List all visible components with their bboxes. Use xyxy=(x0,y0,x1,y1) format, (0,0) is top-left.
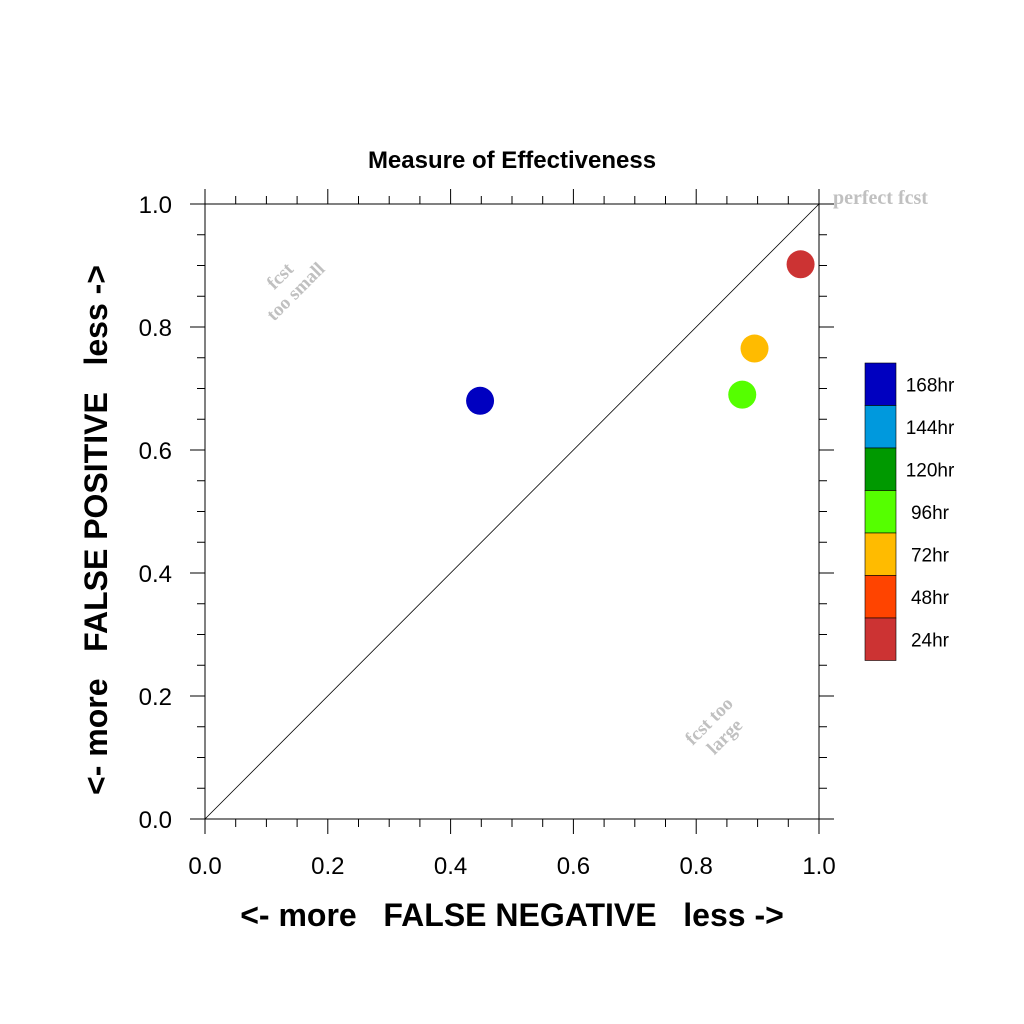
point-72hr xyxy=(740,334,769,363)
legend-swatch-96hr xyxy=(864,490,897,534)
x-tick-label: 0.8 xyxy=(680,853,713,880)
x-tick-label: 0.4 xyxy=(434,853,467,880)
point-24hr xyxy=(786,250,815,279)
y-tick-label: 0.4 xyxy=(139,561,172,588)
legend-swatch-120hr xyxy=(864,447,897,491)
legend-label-24hr: 24hr xyxy=(911,630,950,651)
legend-label-144hr: 144hr xyxy=(906,418,955,439)
x-tick-label: 0.2 xyxy=(311,853,344,880)
annotation-too-small: fcst too small xyxy=(263,258,330,325)
legend-label-72hr: 72hr xyxy=(911,545,950,566)
legend-swatch-48hr xyxy=(864,575,897,619)
legend: 168hr 144hr 120hr 96hr 72hr 48hr 24hr xyxy=(864,362,955,661)
y-tick-label: 0.0 xyxy=(139,807,172,834)
legend-label-120hr: 120hr xyxy=(906,460,955,481)
chart-title: Measure of Effectiveness xyxy=(368,147,656,174)
axis-ticks xyxy=(190,189,834,834)
x-tick-label: 0.0 xyxy=(188,853,221,880)
point-168hr xyxy=(466,386,495,415)
data-points xyxy=(466,250,815,415)
legend-swatch-168hr xyxy=(864,362,897,406)
legend-swatch-24hr xyxy=(864,617,897,661)
y-tick-labels: 0.0 0.2 0.4 0.6 0.8 1.0 xyxy=(139,192,172,834)
legend-label-168hr: 168hr xyxy=(906,375,955,396)
legend-swatch-72hr xyxy=(864,532,897,576)
perfect-forecast-diagonal xyxy=(204,203,820,820)
y-axis-label: <- more FALSE POSITIVE less -> xyxy=(78,265,114,795)
y-tick-label: 0.2 xyxy=(139,684,172,711)
annotation-perfect-forecast: perfect fcst xyxy=(833,187,928,209)
legend-label-96hr: 96hr xyxy=(911,503,950,524)
x-tick-label: 1.0 xyxy=(802,853,835,880)
legend-swatch-144hr xyxy=(864,405,897,449)
y-tick-label: 0.8 xyxy=(139,315,172,342)
x-tick-label: 0.6 xyxy=(557,853,590,880)
legend-label-48hr: 48hr xyxy=(911,588,950,609)
y-tick-label: 1.0 xyxy=(139,192,172,219)
annotation-too-large: fcst too large xyxy=(681,693,747,759)
x-axis-label: <- more FALSE NEGATIVE less -> xyxy=(240,897,784,933)
x-tick-labels: 0.0 0.2 0.4 0.6 0.8 1.0 xyxy=(188,853,835,880)
point-96hr xyxy=(728,380,757,409)
y-tick-label: 0.6 xyxy=(139,438,172,465)
